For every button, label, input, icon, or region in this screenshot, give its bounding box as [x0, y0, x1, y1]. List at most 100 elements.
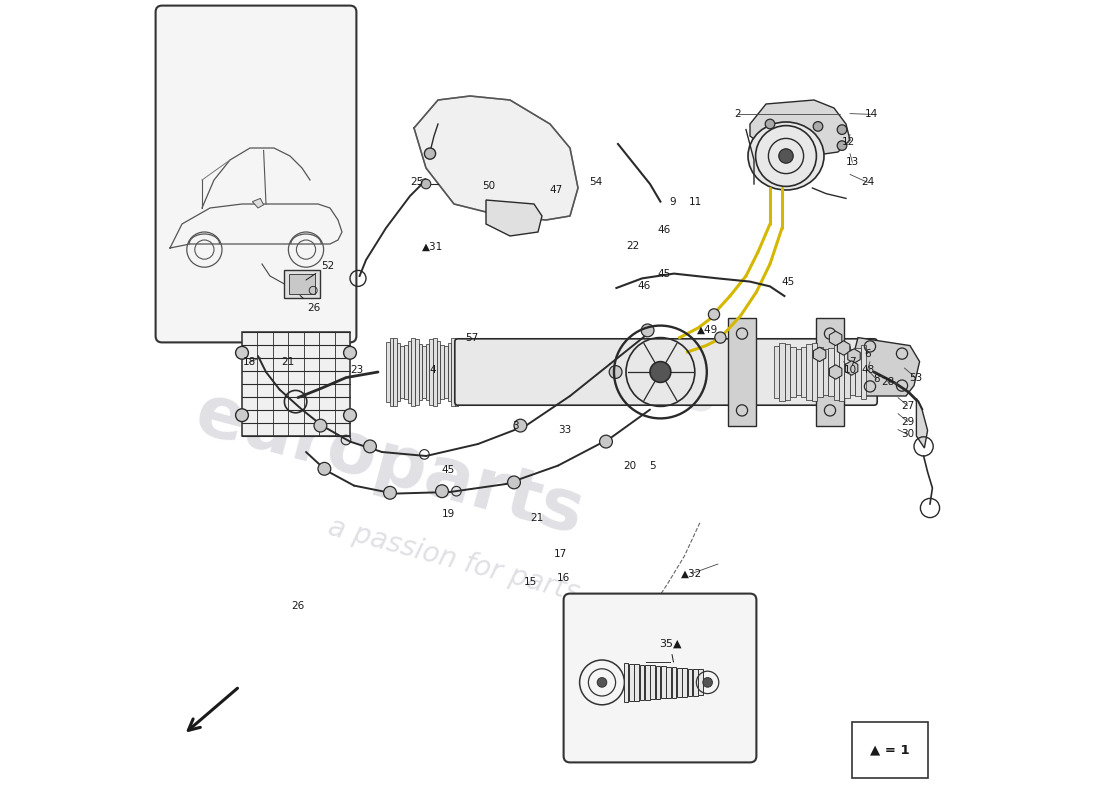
Text: 52: 52: [306, 261, 334, 280]
Polygon shape: [806, 343, 812, 401]
Circle shape: [343, 346, 356, 359]
Polygon shape: [454, 338, 459, 406]
Polygon shape: [850, 349, 855, 395]
FancyBboxPatch shape: [851, 722, 928, 778]
Text: 13: 13: [846, 158, 859, 167]
Text: 7: 7: [849, 357, 856, 366]
Text: 50: 50: [482, 181, 495, 190]
Text: 26: 26: [292, 602, 305, 611]
Polygon shape: [400, 346, 404, 398]
Polygon shape: [672, 667, 676, 698]
Circle shape: [421, 179, 431, 189]
Text: 5: 5: [649, 461, 656, 470]
Polygon shape: [448, 342, 451, 402]
Text: 48: 48: [861, 365, 875, 374]
Text: 17: 17: [553, 550, 566, 559]
Polygon shape: [393, 338, 397, 406]
Text: 57: 57: [465, 333, 478, 342]
Text: 20: 20: [624, 461, 637, 470]
Circle shape: [318, 462, 331, 475]
Circle shape: [364, 440, 376, 453]
Polygon shape: [774, 346, 780, 398]
Text: 10: 10: [844, 365, 857, 374]
Circle shape: [436, 485, 449, 498]
Polygon shape: [629, 664, 634, 701]
FancyBboxPatch shape: [155, 6, 356, 342]
Circle shape: [235, 346, 249, 359]
Polygon shape: [850, 338, 920, 396]
Text: 6: 6: [865, 349, 871, 358]
Polygon shape: [429, 339, 433, 405]
Text: 16: 16: [557, 574, 570, 583]
Circle shape: [766, 119, 774, 129]
Text: 45: 45: [781, 277, 794, 286]
Text: ▲32: ▲32: [681, 569, 702, 578]
Circle shape: [837, 125, 847, 134]
Text: 15: 15: [524, 578, 537, 587]
Polygon shape: [860, 345, 866, 399]
Polygon shape: [650, 666, 656, 699]
Text: 45: 45: [442, 465, 455, 474]
Polygon shape: [834, 344, 839, 400]
Circle shape: [507, 476, 520, 489]
Polygon shape: [656, 666, 660, 699]
FancyBboxPatch shape: [454, 339, 877, 405]
Circle shape: [708, 309, 719, 320]
Polygon shape: [688, 669, 692, 696]
Circle shape: [650, 362, 671, 382]
Circle shape: [779, 149, 793, 163]
Polygon shape: [419, 344, 422, 400]
Text: 21: 21: [280, 358, 294, 367]
Text: 4: 4: [429, 366, 436, 375]
Text: 46: 46: [658, 225, 671, 234]
Polygon shape: [795, 349, 801, 395]
Text: 45: 45: [658, 269, 671, 278]
Polygon shape: [389, 338, 393, 406]
Polygon shape: [667, 666, 671, 698]
Circle shape: [703, 678, 713, 687]
Polygon shape: [408, 341, 411, 403]
Bar: [242, 332, 350, 436]
Polygon shape: [682, 668, 688, 697]
FancyBboxPatch shape: [563, 594, 757, 762]
Text: 30: 30: [901, 430, 914, 439]
Circle shape: [813, 122, 823, 131]
Polygon shape: [812, 343, 817, 401]
Polygon shape: [426, 344, 429, 400]
Polygon shape: [486, 200, 542, 236]
Text: europarts: europarts: [188, 379, 592, 549]
Circle shape: [600, 435, 613, 448]
Polygon shape: [845, 346, 850, 398]
Text: 12: 12: [842, 138, 855, 147]
Text: 19: 19: [442, 510, 455, 519]
FancyBboxPatch shape: [815, 318, 845, 426]
Text: 14: 14: [865, 110, 878, 119]
Text: 9: 9: [669, 197, 675, 206]
Polygon shape: [676, 668, 682, 697]
Polygon shape: [459, 342, 462, 402]
Polygon shape: [839, 343, 845, 401]
Text: 25: 25: [410, 177, 424, 186]
Text: 23: 23: [350, 366, 363, 375]
Polygon shape: [645, 665, 650, 700]
Polygon shape: [750, 100, 850, 156]
Polygon shape: [411, 338, 415, 406]
Text: 26: 26: [300, 295, 320, 313]
Polygon shape: [437, 341, 440, 403]
Circle shape: [235, 409, 249, 422]
Text: 27: 27: [901, 401, 914, 410]
FancyBboxPatch shape: [727, 318, 757, 426]
Bar: [285, 270, 320, 298]
Polygon shape: [404, 345, 408, 399]
Text: 11: 11: [689, 197, 702, 206]
Circle shape: [715, 332, 726, 343]
Polygon shape: [440, 346, 444, 398]
Polygon shape: [780, 343, 784, 401]
Polygon shape: [433, 338, 437, 406]
Text: ▲31: ▲31: [421, 242, 443, 251]
Text: ▲ = 1: ▲ = 1: [870, 743, 910, 757]
Text: 35▲: 35▲: [659, 639, 681, 662]
Polygon shape: [415, 339, 419, 405]
Text: 3: 3: [513, 421, 519, 430]
Text: 1985: 1985: [569, 340, 724, 428]
